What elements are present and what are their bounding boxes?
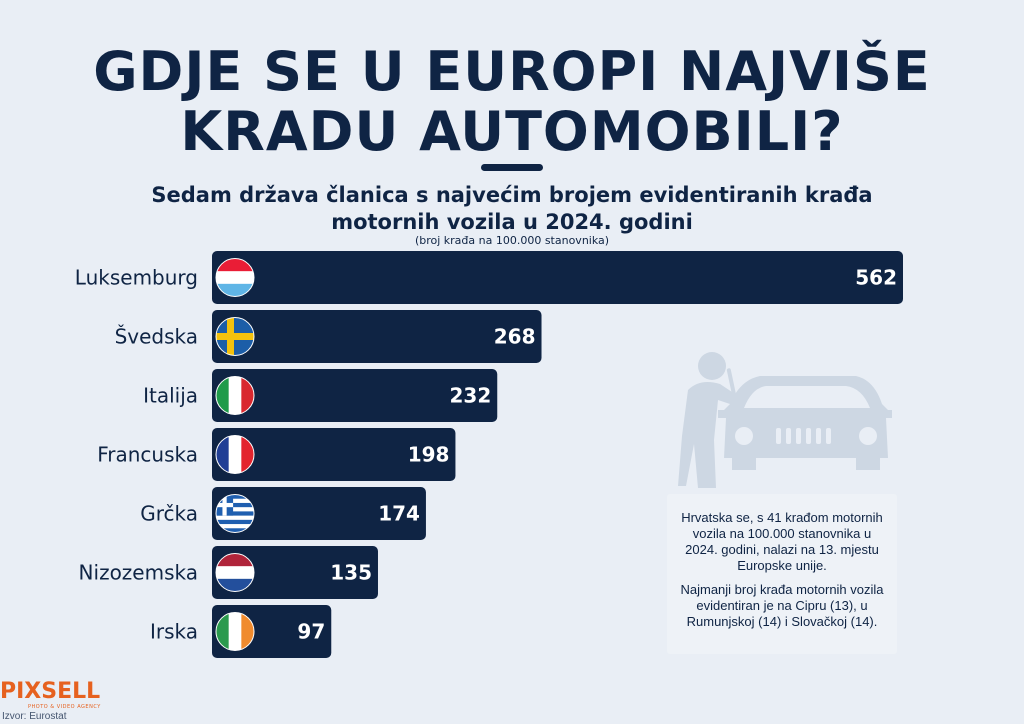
bar [212, 546, 378, 599]
value-label: 268 [494, 325, 536, 349]
bar-row: Nizozemska 135 [79, 546, 378, 599]
bar-row: Francuska 198 [97, 428, 456, 481]
category-label: Italija [143, 384, 198, 408]
bar-row: Luksemburg 562 [75, 251, 903, 304]
flag-greece-icon [216, 494, 254, 533]
category-label: Švedska [115, 325, 198, 349]
flag-italy-icon [216, 376, 254, 415]
subtitle-line-2: motornih vozila u 2024. godini [331, 210, 693, 234]
bar [212, 487, 426, 540]
pixsell-logo: PIXSELL PHOTO & VIDEO AGENCY [0, 679, 110, 711]
source-note: Izvor: Eurostat [2, 711, 67, 722]
flag-france-icon [216, 435, 254, 474]
category-label: Francuska [97, 443, 198, 467]
bar-row: Švedska 268 [115, 310, 542, 363]
category-label: Luksemburg [75, 266, 198, 290]
flag-netherlands-icon [216, 553, 254, 592]
car-thief-icon [678, 352, 892, 488]
title-line-2: KRADU AUTOMOBILI? [180, 100, 844, 163]
logo-tagline: PHOTO & VIDEO AGENCY [28, 704, 101, 710]
bar [212, 310, 542, 363]
category-label: Grčka [140, 502, 198, 526]
bar [212, 428, 456, 481]
title-line-1: GDJE SE U EUROPI NAJVIŠE [93, 40, 931, 103]
unit-note: (broj krađa na 100.000 stanovnika) [414, 234, 610, 247]
note-paragraph-2: Najmanji broj krađa motornih vozila evid… [680, 582, 884, 629]
bar [212, 251, 903, 304]
note-paragraph-1: Hrvatska se, s 41 krađom motornih vozila… [681, 510, 883, 573]
bar-row: Italija 232 [143, 369, 498, 422]
title-divider [481, 164, 543, 171]
logo-text: PIXSELL [0, 679, 101, 704]
value-label: 232 [450, 384, 492, 408]
flag-luxembourg-icon [216, 258, 254, 297]
value-label: 135 [330, 561, 372, 585]
subtitle-line-1: Sedam država članica s najvećim brojem e… [151, 183, 873, 207]
bar-row: Irska 97 [150, 605, 332, 658]
category-label: Irska [150, 620, 198, 644]
page-title: GDJE SE U EUROPI NAJVIŠE KRADU AUTOMOBIL… [0, 42, 1024, 162]
chart-subtitle: Sedam država članica s najvećim brojem e… [0, 182, 1024, 236]
value-label: 97 [297, 620, 325, 644]
bar-row: Grčka 174 [140, 487, 426, 540]
value-label: 562 [855, 266, 897, 290]
flag-sweden-icon [216, 317, 254, 356]
info-note: Hrvatska se, s 41 krađom motornih vozila… [667, 494, 897, 654]
flag-ireland-icon [216, 612, 254, 651]
value-label: 174 [378, 502, 420, 526]
value-label: 198 [408, 443, 450, 467]
bar [212, 369, 498, 422]
category-label: Nizozemska [79, 561, 198, 585]
